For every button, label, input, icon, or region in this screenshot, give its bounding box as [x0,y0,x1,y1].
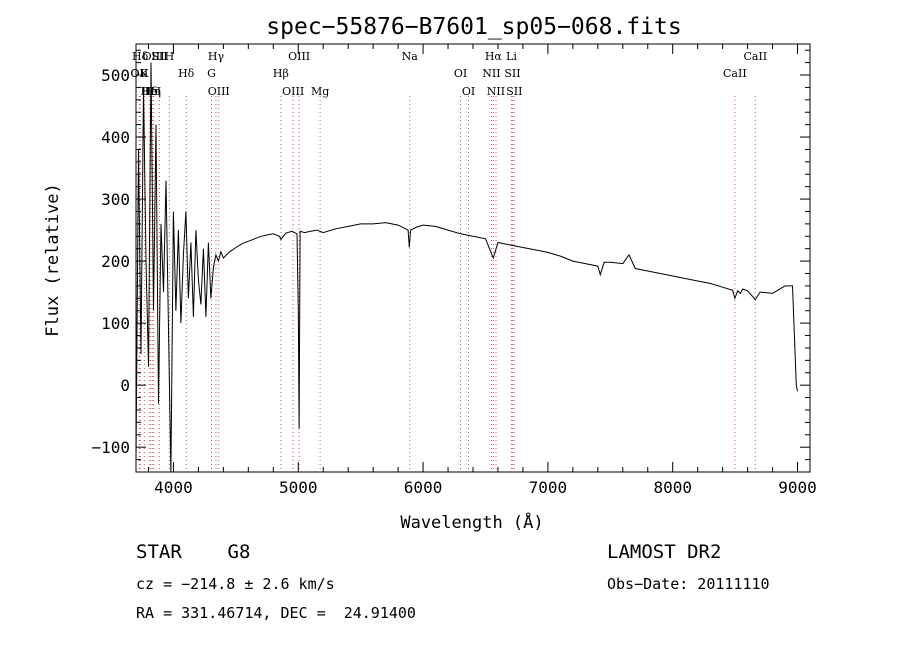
y-tick-label: 200 [101,252,130,271]
spectrum-series [135,62,798,473]
line-label: CaII [743,50,767,63]
x-tick-label: 4000 [154,478,193,497]
line-label: OIII [282,85,304,98]
x-tick-label: 6000 [404,478,443,497]
line-label: OIII [288,50,310,63]
line-label: OII [131,67,149,80]
line-label: SII [151,50,167,63]
spectrum-line [135,62,798,473]
y-tick-label: −100 [91,438,130,457]
line-label: Na [402,50,419,63]
axis-ticks: 4000 5000 6000 7000 8000 9000 −100 0 100 200 300 40… [91,44,817,497]
plot-frame [135,43,811,473]
line-label: H [165,50,175,63]
line-label: Hα [485,50,503,63]
line-label: CaII [723,67,747,80]
spectral-line-markers: HδKHδOIIIOIIHeISIIOIIHηHHδOIIIHγGOIIIOII… [131,50,767,472]
survey-name: LAMOST DR2 [607,541,722,563]
x-axis-label: Wavelength (Å) [400,511,543,533]
line-label: Li [506,50,517,63]
y-tick-label: 500 [101,66,130,85]
line-label: Mg [311,85,329,98]
line-label: NII [482,67,500,80]
y-tick-label: 100 [101,314,130,333]
x-tick-label: 9000 [778,478,817,497]
ra-dec-coordinates: RA = 331.46714, DEC = 24.91400 [136,604,416,622]
y-tick-label: 300 [101,190,130,209]
x-tick-label: 5000 [279,478,318,497]
redshift-velocity: cz = −214.8 ± 2.6 km/s [136,575,335,593]
line-label: K [140,67,149,80]
line-label: OIII [208,85,230,98]
x-tick-label: 8000 [653,478,692,497]
line-label: Hγ [208,50,225,63]
spectrum-chart: spec−55876−B7601_sp05−068.fits Hδ K Hδ OIII… [43,14,817,533]
line-label: OI [454,67,467,80]
line-label: OII [131,67,149,80]
x-tick-label: 7000 [529,478,568,497]
y-tick-label: 400 [101,128,130,147]
line-label: Hδ [178,67,195,80]
line-label: Hη [145,85,161,98]
line-label: SII [504,67,520,80]
line-label: G [207,67,216,80]
line-label: NII [487,85,505,98]
chart-title: spec−55876−B7601_sp05−068.fits [266,14,681,40]
line-label: OIII [143,50,165,63]
line-label: Hβ [273,67,289,80]
y-axis-label: Flux (relative) [43,183,63,337]
line-label: SII [506,85,522,98]
line-label: Hδ [142,85,159,98]
observation-date: Obs−Date: 20111110 [607,575,770,593]
line-label: OI [462,85,475,98]
y-tick-label: 0 [120,376,130,395]
object-class: STAR G8 [136,541,251,563]
